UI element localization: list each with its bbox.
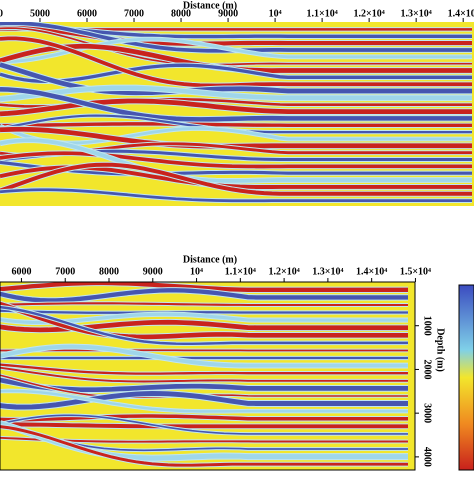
x-tick-label: 1.3×10⁴ <box>312 266 343 277</box>
x-tick-label: 8000 <box>99 266 119 277</box>
x-tick-label: 1.4×10⁴ <box>448 8 474 19</box>
x-tick-label: 10⁴ <box>190 266 203 277</box>
x-tick-label: 6000 <box>77 8 97 19</box>
x-tick-label: 7000 <box>55 266 75 277</box>
x-tick-label: 1.1×10⁴ <box>225 266 256 277</box>
x-tick-label: 5000 <box>30 8 50 19</box>
x-tick-label: 8000 <box>171 8 191 19</box>
reflector <box>0 124 472 126</box>
reflector <box>0 424 408 426</box>
x-tick-label: 9000 <box>218 8 238 19</box>
x-tick-label: 10⁴ <box>269 8 282 19</box>
y-axis-title: Depth (m) <box>435 328 446 372</box>
x-tick-label: 6000 <box>11 266 31 277</box>
x-tick-label: 1.2×10⁴ <box>354 8 385 19</box>
x-tick-label: 1.4×10⁴ <box>356 266 387 277</box>
x-tick-label: 1.3×10⁴ <box>401 8 432 19</box>
y-tick-label: 1000 <box>422 316 433 336</box>
x-tick-label: 1.1×10⁴ <box>307 8 338 19</box>
y-tick-label: 2000 <box>422 359 433 379</box>
x-axis-title: Distance (m) <box>183 254 237 265</box>
y-tick-label: 4000 <box>422 447 433 467</box>
x-tick-label: 1.5×10⁴ <box>400 266 431 277</box>
y-tick-label: 3000 <box>422 403 433 423</box>
x-tick-label: 4000 <box>0 8 3 19</box>
x-tick-label: 9000 <box>143 266 163 277</box>
colorbar <box>459 285 474 470</box>
x-tick-label: 7000 <box>124 8 144 19</box>
x-tick-label: 1.2×10⁴ <box>269 266 300 277</box>
